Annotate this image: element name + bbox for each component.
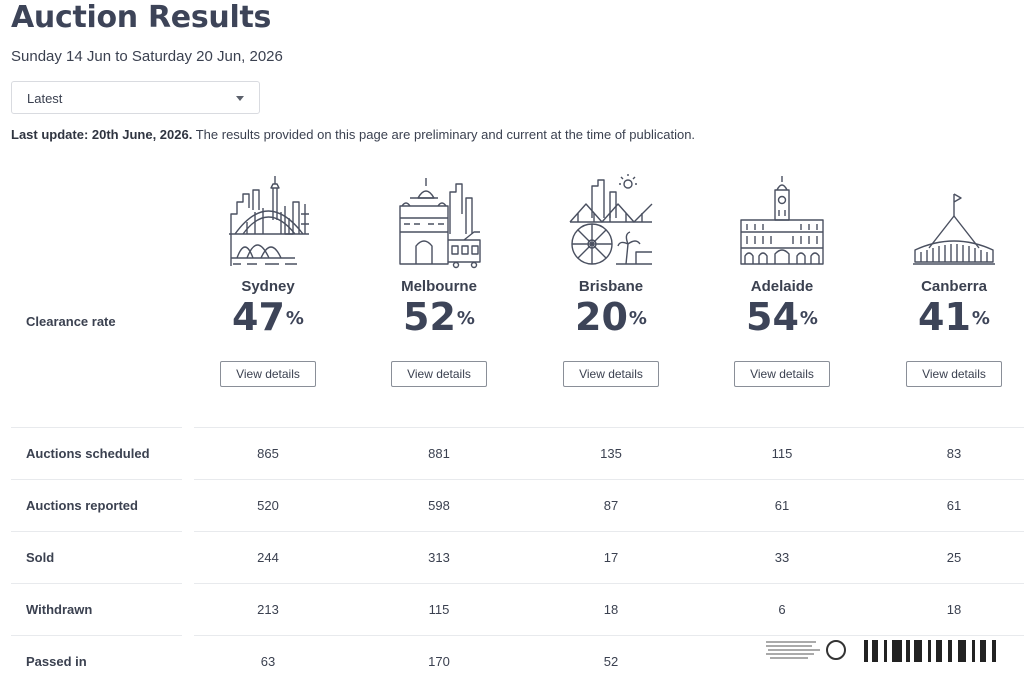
clearance-rate-number: 54 <box>746 295 799 339</box>
clearance-rate-number: 47 <box>232 295 285 339</box>
brisbane-skyline-icon <box>569 174 653 265</box>
city-column-adelaide: Adelaide 54% View details <box>712 174 852 387</box>
page-title: Auction Results <box>11 0 272 35</box>
adelaide-skyline-icon <box>740 176 824 265</box>
row-label: Sold <box>26 550 55 565</box>
city-name: Melbourne <box>401 278 477 295</box>
table-row-auctions-scheduled: Auctions scheduled 865 881 135 115 83 <box>11 427 1024 479</box>
city-column-canberra: Canberra 41% View details <box>884 174 1024 387</box>
table-cell: 170 <box>428 654 450 669</box>
clearance-rate-number: 41 <box>918 295 971 339</box>
table-cell: 61 <box>774 498 790 513</box>
table-cell: 63 <box>260 654 276 669</box>
table-row-passed-in: Passed in 63 170 52 <box>11 635 1024 687</box>
view-details-button-adelaide[interactable]: View details <box>734 361 830 387</box>
table-cell: 17 <box>603 550 619 565</box>
city-name: Sydney <box>241 278 295 295</box>
percent-sign: % <box>285 308 304 329</box>
table-cell: 135 <box>600 446 622 461</box>
clearance-rate-value: 52% <box>369 297 509 345</box>
canberra-skyline-icon <box>913 193 995 265</box>
city-name: Brisbane <box>578 278 644 295</box>
city-column-melbourne: Melbourne 52% View details <box>369 174 509 387</box>
chevron-down-icon <box>236 96 244 101</box>
view-details-button-sydney[interactable]: View details <box>220 361 316 387</box>
update-note-date: Last update: 20th June, 2026. <box>11 127 193 142</box>
view-details-button-brisbane[interactable]: View details <box>563 361 659 387</box>
clearance-rate-value: 47% <box>198 297 338 345</box>
table-row-withdrawn: Withdrawn 213 115 18 6 18 <box>11 583 1024 635</box>
date-range: Sunday 14 Jun to Saturday 20 Jun, 2026 <box>11 48 283 65</box>
view-details-button-canberra[interactable]: View details <box>906 361 1002 387</box>
row-label: Passed in <box>26 654 87 669</box>
table-cell: 18 <box>603 602 619 617</box>
percent-sign: % <box>799 308 818 329</box>
period-select-value: Latest <box>27 91 63 106</box>
view-details-button-melbourne[interactable]: View details <box>391 361 487 387</box>
table-row-sold: Sold 244 313 17 33 25 <box>11 531 1024 583</box>
table-cell: 881 <box>428 446 450 461</box>
city-column-sydney: Sydney 47% View details <box>198 174 338 387</box>
table-cell: 313 <box>428 550 450 565</box>
percent-sign: % <box>971 308 990 329</box>
city-name: Adelaide <box>750 278 814 295</box>
table-cell: 6 <box>778 602 786 617</box>
percent-sign: % <box>628 308 647 329</box>
clearance-rate-label: Clearance rate <box>26 314 116 329</box>
period-select[interactable]: Latest <box>11 81 260 114</box>
table-cell: 83 <box>946 446 962 461</box>
watermark-overlay <box>764 636 1004 666</box>
table-cell: 18 <box>946 602 962 617</box>
row-label: Auctions reported <box>26 498 138 513</box>
row-label: Auctions scheduled <box>26 446 150 461</box>
table-cell: 115 <box>428 602 450 617</box>
city-name: Canberra <box>921 278 987 295</box>
clearance-rate-value: 54% <box>712 297 852 345</box>
table-cell: 25 <box>946 550 962 565</box>
sydney-skyline-icon <box>229 176 309 266</box>
percent-sign: % <box>456 308 475 329</box>
table-cell: 213 <box>257 602 279 617</box>
table-cell: 865 <box>257 446 279 461</box>
clearance-rate-number: 20 <box>575 295 628 339</box>
clearance-rate-value: 41% <box>884 297 1024 345</box>
table-cell: 52 <box>603 654 619 669</box>
table-cell: 598 <box>428 498 450 513</box>
table-cell: 115 <box>771 446 793 461</box>
update-note: Last update: 20th June, 2026. The result… <box>11 127 695 142</box>
table-row-auctions-reported: Auctions reported 520 598 87 61 61 <box>11 479 1024 531</box>
table-cell: 244 <box>257 550 279 565</box>
melbourne-skyline-icon <box>399 178 481 269</box>
table-cell: 520 <box>257 498 279 513</box>
table-cell: 33 <box>774 550 790 565</box>
city-column-brisbane: Brisbane 20% View details <box>541 174 681 387</box>
clearance-rate-number: 52 <box>403 295 456 339</box>
auction-stats-table: Auctions scheduled 865 881 135 115 83 Au… <box>11 427 1024 687</box>
update-note-text: The results provided on this page are pr… <box>192 127 696 142</box>
table-cell: 87 <box>603 498 619 513</box>
table-cell: 61 <box>946 498 962 513</box>
row-label: Withdrawn <box>26 602 93 617</box>
clearance-rate-value: 20% <box>541 297 681 345</box>
